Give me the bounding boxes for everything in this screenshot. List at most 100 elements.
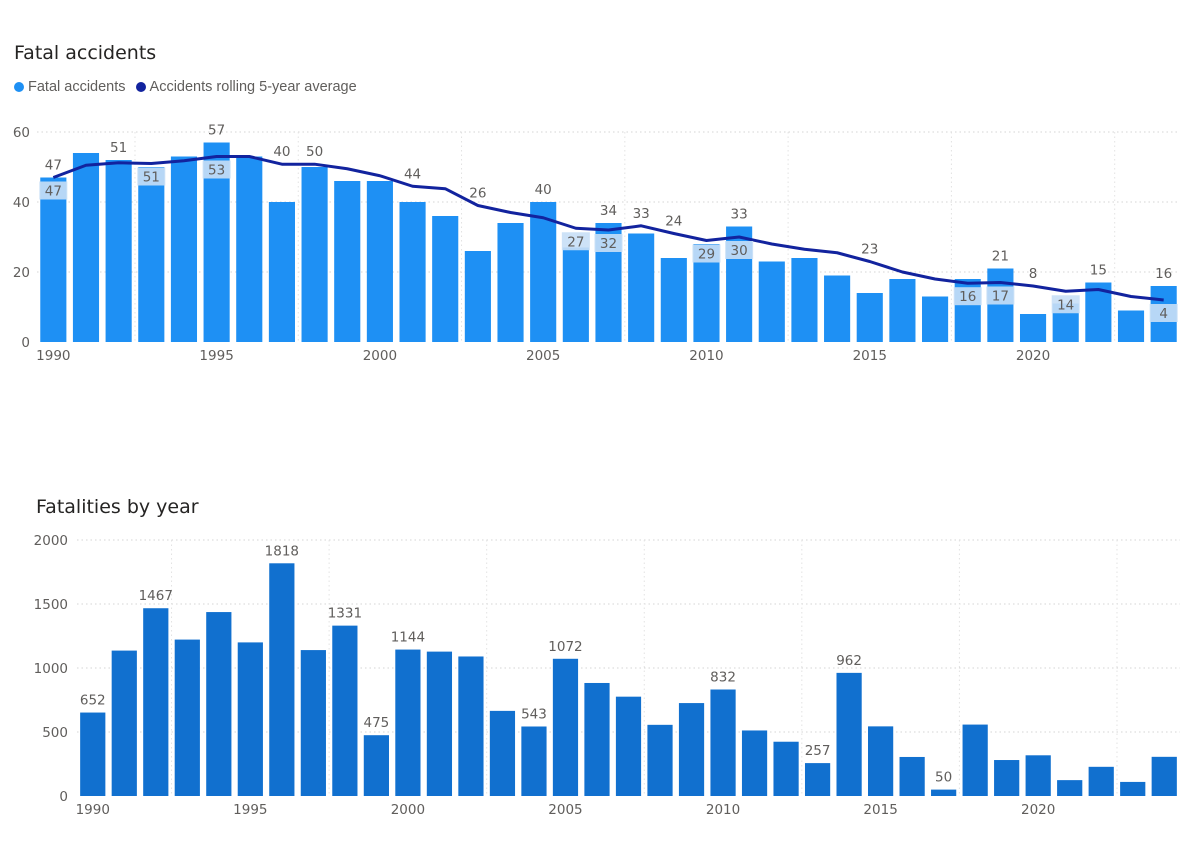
bar [521, 726, 547, 796]
bar [1088, 766, 1114, 796]
x-tick-label: 2010 [689, 348, 723, 364]
bar [710, 689, 736, 796]
bar-data-label: 23 [861, 242, 878, 258]
chart-title: Fatal accidents [14, 42, 157, 64]
fatal-accidents-chart: Fatal accidents Fatal accidents Accident… [0, 0, 1200, 380]
bar-data-label: 832 [710, 670, 736, 686]
line-data-label-box [953, 287, 982, 306]
x-tick-label: 2000 [391, 802, 425, 818]
bar [174, 639, 200, 796]
bar [269, 563, 295, 796]
line-data-label: 53 [208, 163, 225, 179]
bar [237, 642, 263, 796]
bar-data-label: 40 [273, 144, 290, 160]
bar [426, 651, 453, 796]
bar-data-label: 57 [208, 123, 225, 139]
bar [40, 177, 67, 342]
bar [332, 625, 358, 796]
bar [530, 202, 557, 342]
bar [1019, 314, 1047, 342]
bar-data-label: 475 [363, 715, 389, 731]
bar [836, 672, 862, 796]
bar [741, 730, 768, 796]
y-tick-label: 500 [42, 725, 68, 741]
chart-legend: Fatal accidents Accidents rolling 5-year… [14, 79, 367, 95]
bar-data-label: 44 [404, 166, 421, 182]
bar [72, 153, 100, 342]
bar [432, 216, 459, 342]
bar [868, 726, 894, 796]
bar [856, 293, 883, 342]
y-tick-label: 0 [21, 335, 30, 351]
bar [236, 156, 263, 342]
bar [366, 181, 393, 342]
x-tick-label: 2015 [863, 802, 897, 818]
bar [758, 261, 785, 342]
line-data-label: 4 [1159, 306, 1168, 322]
bar [899, 756, 925, 796]
bar-data-label: 15 [1090, 263, 1107, 279]
bar [80, 712, 106, 796]
bar-data-label: 1072 [548, 639, 582, 655]
bar [987, 268, 1014, 342]
legend-marker [135, 82, 146, 92]
bar [458, 656, 484, 796]
line-data-label: 32 [600, 236, 617, 252]
bar [804, 763, 831, 796]
line-data-label-box [594, 234, 623, 252]
bar [922, 296, 949, 342]
line-data-label-box [39, 181, 68, 200]
y-tick-label: 60 [13, 125, 30, 141]
bar [300, 650, 326, 796]
bar [464, 251, 491, 342]
x-tick-label: 1995 [199, 348, 233, 364]
line-data-label: 29 [698, 247, 715, 263]
bar-data-label: 33 [633, 206, 650, 222]
line-data-label-box [725, 241, 754, 259]
bar-data-label: 652 [80, 693, 106, 709]
x-tick-label: 2020 [1021, 802, 1055, 818]
bar [206, 612, 232, 796]
line-data-label-box [692, 244, 721, 263]
bar [170, 156, 198, 342]
bar [111, 650, 137, 796]
bar [678, 703, 705, 796]
bar-data-label: 50 [306, 144, 323, 160]
x-tick-label: 1995 [233, 802, 267, 818]
bar-data-label: 1331 [328, 606, 362, 622]
bar-data-label: 34 [600, 203, 617, 219]
line-data-label-box [202, 160, 231, 179]
bar-data-label: 1467 [139, 588, 173, 604]
bar-data-label: 24 [665, 214, 682, 230]
y-tick-label: 20 [13, 265, 30, 281]
fatalities-chart: Fatalities by year 0 500 1000 1500 2000 1990 1… [0, 470, 1200, 862]
legend-item-rolling-average[interactable]: Accidents rolling 5-year average [135, 79, 357, 95]
line-data-label-box [561, 232, 590, 251]
bar [489, 710, 516, 796]
bar [105, 160, 132, 342]
bar-data-label: 21 [992, 249, 1009, 265]
bar [363, 735, 389, 796]
x-tick-label: 2010 [706, 802, 740, 818]
bar-data-label: 40 [535, 182, 552, 198]
legend-marker [14, 82, 24, 92]
line-data-label: 17 [992, 289, 1009, 305]
line-data-label: 14 [1057, 297, 1074, 313]
bar [962, 724, 988, 796]
bar [628, 233, 655, 342]
chart-title: Fatalities by year [36, 496, 199, 518]
rolling-average-line [52, 155, 1164, 302]
bar [1025, 755, 1051, 796]
bar [552, 658, 579, 796]
bar-data-label: 1144 [391, 630, 425, 646]
bar [824, 275, 851, 342]
bar [994, 760, 1020, 796]
bar [1117, 310, 1145, 342]
line-data-label: 47 [45, 184, 62, 200]
line-data-label: 16 [959, 289, 976, 305]
bar [268, 202, 295, 342]
x-tick-label: 2015 [853, 348, 887, 364]
x-tick-label: 2005 [526, 348, 560, 364]
legend-item-fatal-accidents[interactable]: Fatal accidents [14, 79, 126, 95]
bar [791, 258, 818, 342]
